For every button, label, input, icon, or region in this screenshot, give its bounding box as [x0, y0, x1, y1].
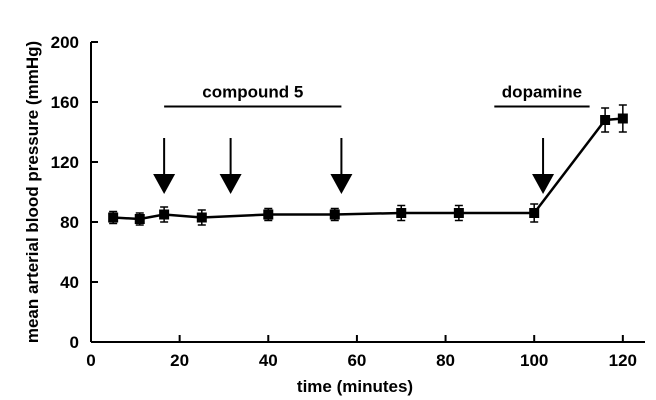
series-line	[113, 117, 623, 221]
data-point	[329, 209, 340, 220]
data-point	[600, 115, 611, 125]
y-axis-title: mean arterial blood pressure (mmHg)	[23, 41, 42, 343]
x-tick-label: 80	[436, 351, 455, 370]
data-series	[108, 104, 628, 226]
arrow-head	[219, 174, 242, 194]
y-tick-label: 40	[60, 273, 79, 292]
x-tick-label: 60	[347, 351, 366, 370]
annotation-label: compound 5	[202, 83, 303, 102]
data-point	[453, 208, 464, 218]
data-point	[196, 212, 207, 223]
y-tick-label: 160	[51, 93, 79, 112]
x-tick-label: 0	[86, 351, 95, 370]
x-tick-label: 120	[609, 351, 637, 370]
data-point	[396, 208, 407, 218]
x-tick-label: 20	[170, 351, 189, 370]
y-tick-label: 80	[60, 213, 79, 232]
data-point	[529, 208, 540, 218]
annotations: compound 5 dopamine	[153, 83, 590, 194]
x-axis-title: time (minutes)	[297, 377, 413, 396]
y-tick-label: 200	[51, 33, 79, 52]
x-tick-label: 40	[259, 351, 278, 370]
data-point	[159, 209, 170, 220]
arrow-head	[532, 174, 555, 194]
y-tick-label: 120	[51, 153, 79, 172]
axes: 0 20 40 60 80 100 120 0 40 80 120 160 200	[51, 33, 645, 370]
data-point	[108, 212, 119, 223]
y-tick-label: 0	[70, 333, 79, 352]
data-point	[134, 214, 145, 224]
arrow-head	[153, 174, 176, 194]
annotation-label: dopamine	[502, 83, 582, 102]
arrow-head	[330, 174, 353, 194]
data-point	[617, 113, 628, 124]
x-tick-label: 100	[520, 351, 548, 370]
data-point	[263, 209, 274, 220]
